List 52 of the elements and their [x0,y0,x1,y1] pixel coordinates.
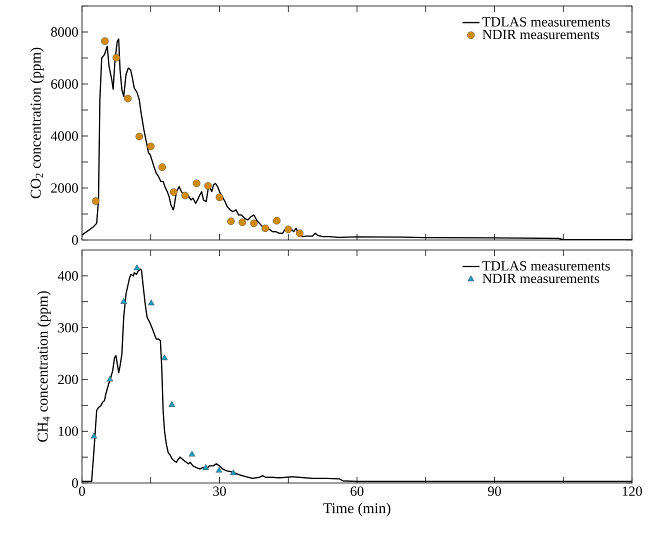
y-tick-label: 400 [58,271,78,281]
point [296,229,304,238]
point [124,94,132,102]
point [262,224,270,232]
point [101,37,109,45]
point [230,469,237,476]
point [238,218,246,226]
y-axis-title: CH$_{4}$ concentration (ppm) [37,291,51,442]
point [188,450,196,457]
point [158,163,166,171]
point [273,216,281,225]
y-tick-label: 300 [58,322,78,332]
y-tick-label: 6000 [51,79,78,89]
legend-label: NDIR measurements [482,30,599,40]
y-tick-label: 4000 [50,131,78,141]
legend-label: NDIR measurements [482,274,599,284]
point [106,376,114,382]
point [90,432,98,438]
x-tick-label: 60 [350,486,364,496]
point [168,401,176,407]
x-tick-label: 120 [622,486,642,496]
y-tick-label: 100 [58,426,78,436]
x-tick-label: 30 [213,486,226,496]
y-tick-label: 200 [58,374,78,384]
legend-label: TDLAS measurements [482,261,610,271]
x-tick-label: 90 [488,486,501,496]
x-axis-title: Time (min) [323,502,390,516]
y-tick-label: 0 [72,235,78,245]
y-tick-label: 0 [72,478,78,488]
point [181,192,189,200]
point [216,466,222,473]
point [170,188,178,196]
point [136,132,144,140]
legend-label: TDLAS measurements [482,17,610,27]
point [92,197,100,205]
point [250,220,258,228]
point [134,264,140,270]
point [146,142,155,150]
point [148,300,155,306]
point [227,217,235,226]
point [284,226,292,234]
point [120,298,128,304]
point [216,194,224,202]
point [112,54,120,62]
y-tick-label: 2000 [51,183,78,193]
x-tick-label: 0 [79,486,85,496]
point [161,354,168,360]
point [202,464,210,470]
point [204,182,212,190]
point [192,180,200,188]
y-tick-label: 8000 [51,27,78,37]
y-axis-title: CO$_{2}$ concentration (ppm) [30,48,44,198]
